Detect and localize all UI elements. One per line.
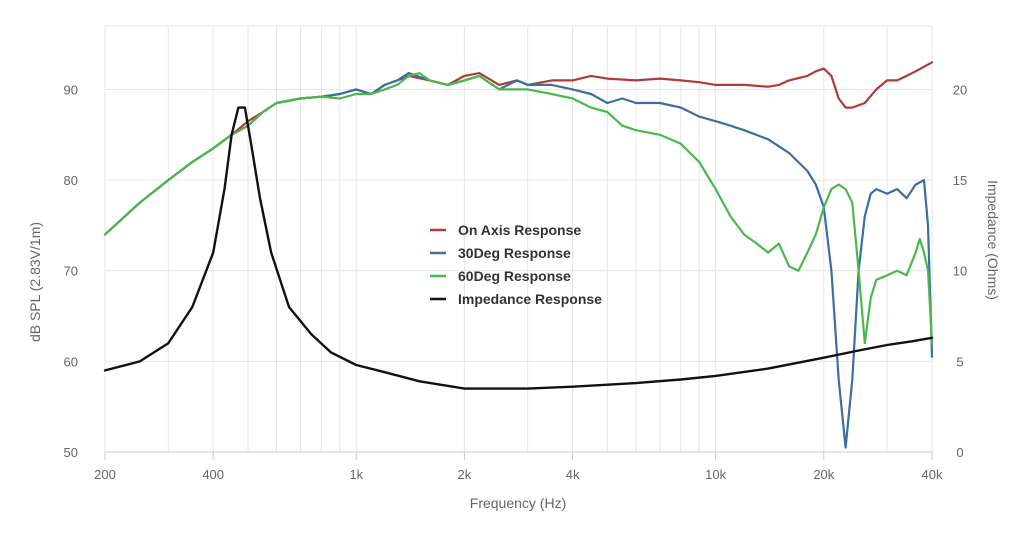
axes: dB SPL (2.83V/1m) Impedance (Ohms) Frequ… [27,82,1001,511]
y-left-tick-label: 70 [64,264,78,279]
x-tick-label: 20k [813,467,834,482]
legend-label-30deg-response: 30Deg Response [458,245,571,261]
series-lines [103,61,934,449]
x-tick-label: 1k [349,467,363,482]
legend-label-60deg-response: 60Deg Response [458,268,571,284]
y-axis-right-title: Impedance (Ohms) [985,180,1001,300]
series-line-60deg-response [103,72,934,345]
y-left-tick-label: 50 [64,445,78,460]
grid-lines [104,25,933,453]
series-line-impedance-response [103,106,934,390]
x-tick-label: 40k [922,467,943,482]
x-tick-label: 10k [705,467,726,482]
y-right-tick-label: 0 [956,445,963,460]
legend: On Axis Response 30Deg Response 60Deg Resp… [430,222,602,307]
legend-label-on-axis-response: On Axis Response [458,222,581,238]
y-axis-left-title: dB SPL (2.83V/1m) [27,222,43,342]
y-left-tick-label: 60 [64,354,78,369]
legend-label-impedance-response: Impedance Response [458,291,602,307]
x-tick-label: 400 [202,467,224,482]
x-axis-title: Frequency (Hz) [470,495,566,511]
y-right-tick-label: 15 [953,173,967,188]
y-right-tick-label: 5 [956,354,963,369]
x-tick-label: 4k [566,467,580,482]
x-tick-label: 200 [94,467,116,482]
y-right-tick-label: 10 [953,264,967,279]
y-right-tick-label: 20 [953,82,967,97]
x-tick-label: 2k [458,467,472,482]
y-left-tick-label: 90 [64,82,78,97]
y-left-tick-label: 80 [64,173,78,188]
